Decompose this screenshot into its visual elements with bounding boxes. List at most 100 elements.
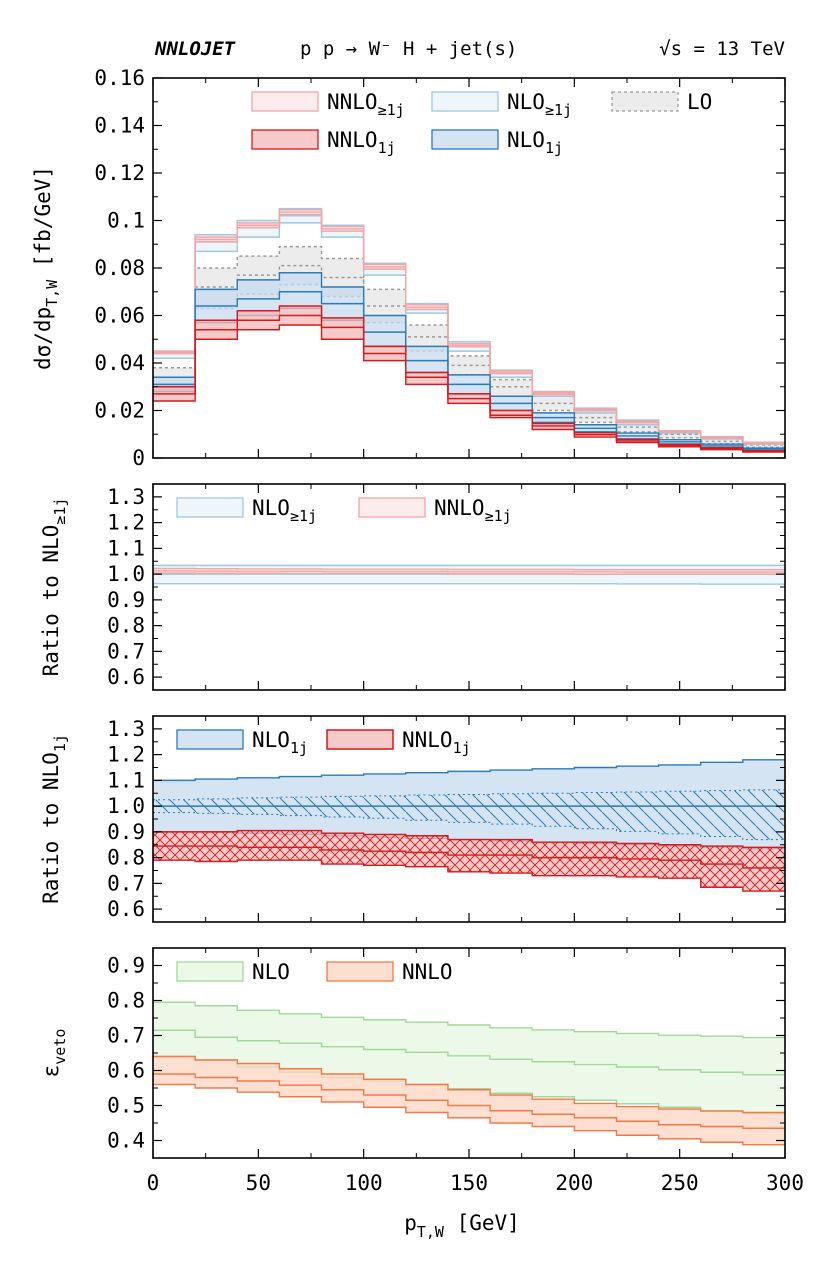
inner-band-nlo_1j [153,789,785,840]
legend-label: NLO≥1j [252,496,317,525]
y-axis-label: Ratio to NLO≥1j [39,498,69,677]
line-lo-nnlo_1j [153,859,785,892]
legend: NLO≥1j NNLO≥1j [176,496,512,525]
y-tick-label: 0.4 [107,1129,145,1153]
y-tick-label: 0.02 [94,399,145,423]
line-lo-nnlo_incl [153,572,785,575]
y-tick-label: 0.6 [107,665,145,689]
legend-item-nnlo_1j: NNLO1j [326,728,471,757]
legend-label: NNLO≥1j [434,496,512,525]
x-tick-label: 150 [450,1171,488,1195]
legend-item-veto_nlo: NLO [176,960,290,984]
y-axis-label: dσ/dpT,W [fb/GeV] [31,166,61,370]
legend: NLO1j NNLO1j [176,728,471,757]
x-tick-label: 200 [555,1171,593,1195]
x-axis-label: pT,W [GeV] [404,1211,520,1241]
y-tick-label: 0.7 [107,1024,145,1048]
series-nnlo_1j [153,305,785,453]
line-hi-nnlo_1j [153,305,785,452]
y-tick-label: 1.3 [107,485,145,509]
y-axis-label: εveto [39,1029,69,1078]
y-tick-label: 0.8 [107,846,145,870]
series-nnlo_incl [153,209,785,445]
legend-label: NNLO≥1j [327,90,405,119]
y-tick-label: 1.2 [107,743,145,767]
energy-label: √s = 13 TeV [659,38,785,60]
line-lo-nnlo_1j [153,324,785,453]
y-tick-label: 0.7 [107,639,145,663]
y-axis-label: Ratio to NLO1j [39,734,69,904]
x-tick-label: 300 [766,1171,804,1195]
y-tick-label: 1.1 [107,768,145,792]
legend-item-nlo_incl: NLO≥1j [176,496,317,525]
y-tick-label: 1.2 [107,511,145,535]
x-tick-label: 100 [345,1171,383,1195]
legend-label: NLO≥1j [507,90,572,119]
legend-label: NLO [252,960,290,984]
y-tick-label: 0.6 [107,897,145,921]
ratio-1j-panel: 0.60.70.80.91.01.11.21.3 Ratio to NLO1j NL… [39,715,786,923]
main-panel: 0 0.02 0.04 0.06 0.08 0.1 0.12 0.14 0.16 dσ/dpT,W… [31,66,786,470]
y-tick-label: 0.5 [107,1094,145,1118]
y-tick-label: 0.12 [94,161,145,185]
line-hi-nnlo_incl [153,567,785,571]
legend-item-nnlo_1j: NNLO1j [251,128,396,157]
y-tick-label: 0.9 [107,820,145,844]
legend-swatch [251,129,319,150]
y-tick-label: 0.7 [107,871,145,895]
legend-swatch [611,91,679,112]
legend-item-nnlo_incl: NNLO≥1j [251,90,405,119]
line-hi-nlo_1j [153,272,785,449]
line-central-veto_nnlo [153,1073,785,1129]
series-group [153,759,785,892]
ratio-inclusive-panel: 0.60.70.80.91.01.11.21.3 Ratio to NLO≥1j N… [39,483,786,691]
x-tick-label: 250 [661,1171,699,1195]
line-central-nnlo_1j [153,845,785,869]
series-nnlo_incl [153,567,785,575]
line-hi-veto_nnlo [153,1055,785,1114]
y-tick-label: 0.16 [94,66,145,90]
inner-lo-nlo_1j [153,812,785,841]
band-veto_nlo [153,1002,785,1114]
line-lo-nlo_incl [153,582,785,585]
legend-swatch [431,91,499,112]
y-tick-label: 0.1 [107,209,145,233]
y-tick-label: 0.8 [107,614,145,638]
process-label: p p → W⁻ H + jet(s) [300,38,517,60]
series-veto_nnlo [153,1055,785,1146]
legend-item-nlo_1j: NLO1j [431,128,563,157]
x-tick-labels: 0 50 100 150 200 250 300 [147,1171,804,1195]
line-lo-nlo_incl [153,222,785,445]
inner-hi-nlo_1j [153,789,785,801]
line-central-veto_nlo [153,1029,785,1076]
y-tick-label: 0.08 [94,256,145,280]
y-tick-label: 0.6 [107,1059,145,1083]
series-nnlo_1j [153,829,785,892]
legend-item-nnlo_incl: NNLO≥1j [358,496,512,525]
band-veto_nnlo [153,1056,785,1145]
y-tick-label: 1.0 [107,562,145,586]
y-tick-label: 0.9 [107,588,145,612]
legend-item-lo: LO [611,90,712,114]
legend: NLO NNLO [176,960,453,984]
legend: NNLO≥1j NLO≥1j LO NNLO1j NLO1j [251,90,712,157]
legend-item-nlo_incl: NLO≥1j [431,90,572,119]
legend-swatch [326,961,394,982]
line-hi-nlo_1j [153,759,785,782]
line-central-nnlo_1j [153,314,785,453]
veto-efficiency-panel: 0.4 0.5 0.6 0.7 0.8 0.9 εveto NLO NNLO [39,947,786,1159]
y-tick-label: 0.04 [94,351,145,375]
y-tick-label: 0.8 [107,989,145,1013]
legend-item-nlo_1j: NLO1j [176,728,308,757]
y-tick-label: 1.1 [107,536,145,560]
legend-swatch [431,129,499,150]
x-tick-label: 50 [246,1171,271,1195]
legend-swatch [176,497,244,518]
series-group [153,1001,785,1146]
series-nlo_1j [153,759,785,850]
line-hi-veto_nlo [153,1001,785,1039]
line-hi-nnlo_incl [153,209,785,444]
line-central-lo [153,264,785,446]
legend-swatch [358,497,426,518]
